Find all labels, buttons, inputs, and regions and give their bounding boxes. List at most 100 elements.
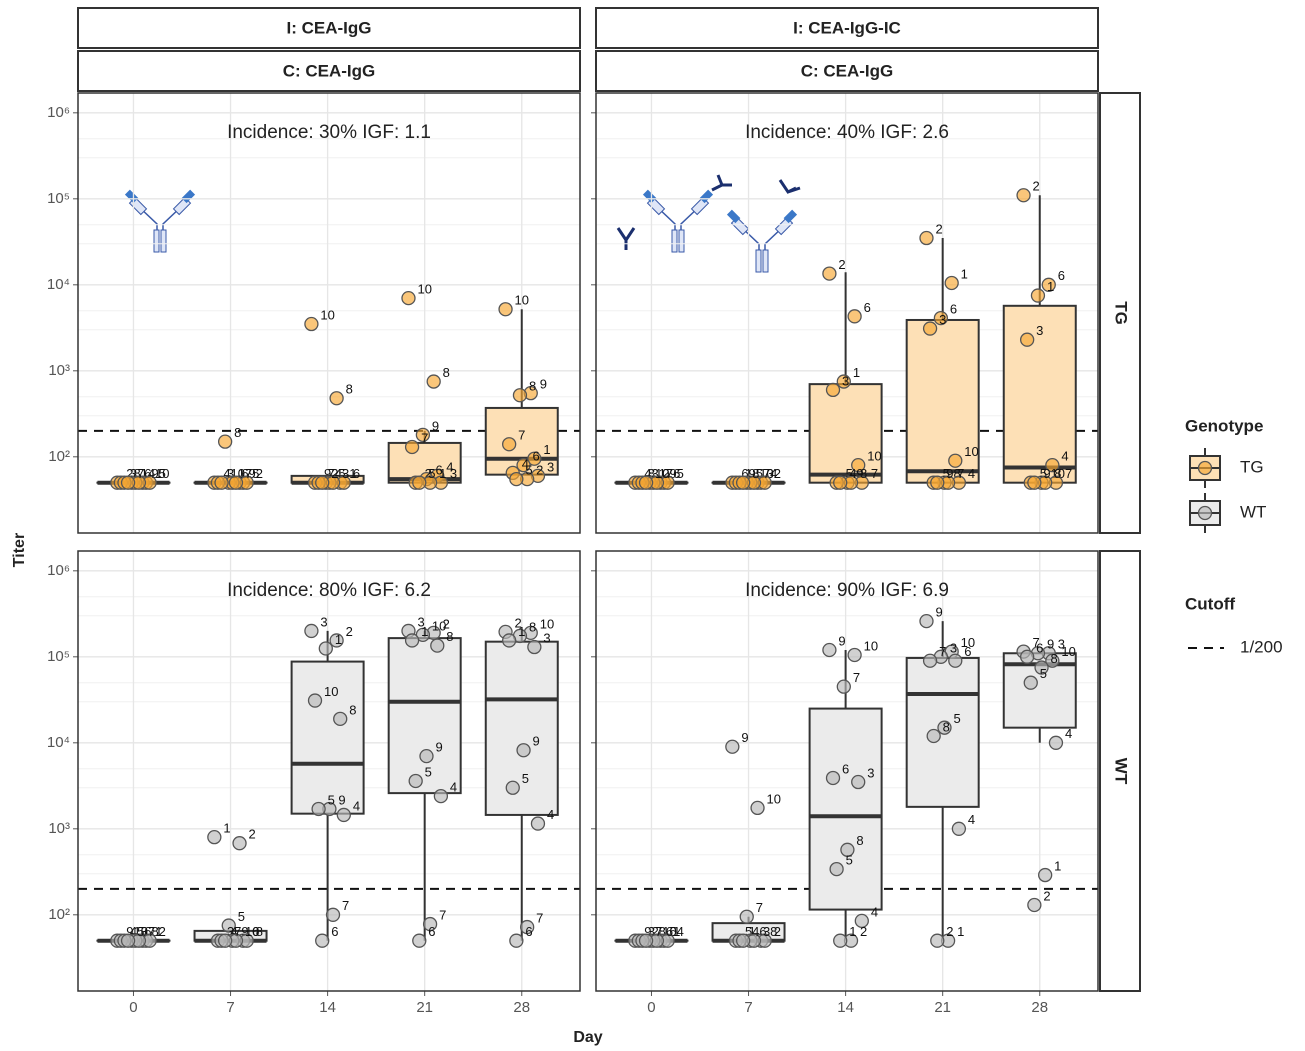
point-label: 8 bbox=[752, 466, 759, 481]
data-point bbox=[751, 801, 764, 814]
y-tick-label: 10⁵ bbox=[47, 190, 70, 207]
data-point bbox=[233, 837, 246, 850]
point-label: 8 bbox=[529, 379, 536, 394]
point-label: 8 bbox=[443, 365, 450, 380]
point-label: 8 bbox=[943, 719, 950, 734]
point-label: 3 bbox=[1036, 323, 1043, 338]
point-label: 8 bbox=[529, 619, 536, 634]
legend-title: Cutoff bbox=[1185, 594, 1235, 613]
data-point bbox=[1028, 899, 1041, 912]
legend-label: 1/200 bbox=[1240, 637, 1283, 656]
data-point bbox=[337, 808, 350, 821]
point-label: 6 bbox=[525, 924, 532, 939]
y-tick-label: 10² bbox=[48, 906, 70, 923]
point-label: 5 bbox=[846, 853, 853, 868]
point-label: 3 bbox=[543, 630, 550, 645]
point-label: 10 bbox=[655, 466, 669, 481]
point-label: 3 bbox=[450, 466, 457, 481]
data-point bbox=[305, 624, 318, 637]
point-label: 7 bbox=[342, 898, 349, 913]
data-point bbox=[834, 934, 847, 947]
panel: 10²10³10⁴10⁵10⁶Incidence: 30% IGF: 1.129… bbox=[47, 93, 580, 533]
data-point bbox=[531, 817, 544, 830]
point-label: 7 bbox=[421, 430, 428, 445]
data-point bbox=[309, 694, 322, 707]
point-label: 5 bbox=[159, 466, 166, 481]
point-label: 7 bbox=[245, 466, 252, 481]
point-label: 7 bbox=[756, 900, 763, 915]
point-label: 8 bbox=[856, 833, 863, 848]
point-label: 2 bbox=[256, 466, 263, 481]
data-point bbox=[409, 774, 422, 787]
point-label: 9 bbox=[540, 377, 547, 392]
data-point bbox=[316, 476, 329, 489]
point-label: 9 bbox=[338, 792, 345, 807]
data-point bbox=[330, 392, 343, 405]
point-label: 7 bbox=[655, 924, 662, 939]
point-label: 10 bbox=[767, 791, 781, 806]
point-label: 3 bbox=[342, 466, 349, 481]
data-point bbox=[737, 934, 750, 947]
data-point bbox=[1024, 676, 1037, 689]
point-label: 6 bbox=[353, 466, 360, 481]
x-tick-label: 28 bbox=[1031, 999, 1048, 1016]
data-point bbox=[852, 776, 865, 789]
point-label: 4 bbox=[353, 798, 360, 813]
data-point bbox=[517, 744, 530, 757]
point-label: 9 bbox=[935, 605, 942, 620]
point-label: 2 bbox=[860, 924, 867, 939]
point-label: 2 bbox=[1043, 888, 1050, 903]
legend-point bbox=[1199, 462, 1212, 475]
data-point bbox=[229, 476, 242, 489]
y-tick-label: 10⁶ bbox=[47, 104, 70, 121]
y-axis-label: Titer bbox=[11, 533, 28, 567]
data-point bbox=[1039, 869, 1052, 882]
point-label: 6 bbox=[428, 924, 435, 939]
strip-label: I: CEA-IgG-IC bbox=[793, 18, 901, 37]
data-point bbox=[931, 934, 944, 947]
point-label: 5 bbox=[677, 466, 684, 481]
point-label: 1 bbox=[853, 365, 860, 380]
point-label: 6 bbox=[964, 644, 971, 659]
point-label: 1 bbox=[518, 624, 525, 639]
data-point bbox=[420, 750, 433, 763]
point-label: 4 bbox=[450, 780, 457, 795]
point-label: 2 bbox=[346, 624, 353, 639]
y-tick-label: 10³ bbox=[48, 362, 70, 379]
point-label: 10 bbox=[515, 293, 529, 308]
point-label: 1 bbox=[1054, 858, 1061, 873]
point-label: 10 bbox=[320, 307, 334, 322]
data-point bbox=[1021, 650, 1034, 663]
point-label: 4 bbox=[849, 466, 856, 481]
data-point bbox=[513, 389, 526, 402]
point-label: 2 bbox=[159, 924, 166, 939]
data-point bbox=[1028, 476, 1041, 489]
point-label: 10 bbox=[540, 616, 554, 631]
box bbox=[486, 642, 558, 815]
point-label: 1 bbox=[957, 924, 964, 939]
point-label: 3 bbox=[939, 312, 946, 327]
data-point bbox=[1021, 333, 1034, 346]
data-point bbox=[503, 438, 516, 451]
data-point bbox=[316, 934, 329, 947]
point-label: 5 bbox=[137, 924, 144, 939]
x-tick-label: 14 bbox=[319, 999, 336, 1016]
point-label: 9 bbox=[1043, 466, 1050, 481]
point-label: 7 bbox=[536, 911, 543, 926]
point-label: 10 bbox=[1061, 644, 1075, 659]
panel-annotation: Incidence: 80% IGF: 6.2 bbox=[227, 580, 431, 601]
point-label: 2 bbox=[774, 924, 781, 939]
data-point bbox=[837, 680, 850, 693]
data-point bbox=[528, 641, 541, 654]
point-label: 5 bbox=[1040, 666, 1047, 681]
data-point bbox=[406, 634, 419, 647]
point-label: 2 bbox=[774, 466, 781, 481]
point-label: 9 bbox=[1047, 637, 1054, 652]
point-label: 8 bbox=[234, 425, 241, 440]
point-label: 3 bbox=[320, 614, 327, 629]
legend-label: WT bbox=[1240, 502, 1266, 521]
x-tick-label: 14 bbox=[837, 999, 854, 1016]
point-label: 7 bbox=[234, 924, 241, 939]
data-point bbox=[431, 639, 444, 652]
